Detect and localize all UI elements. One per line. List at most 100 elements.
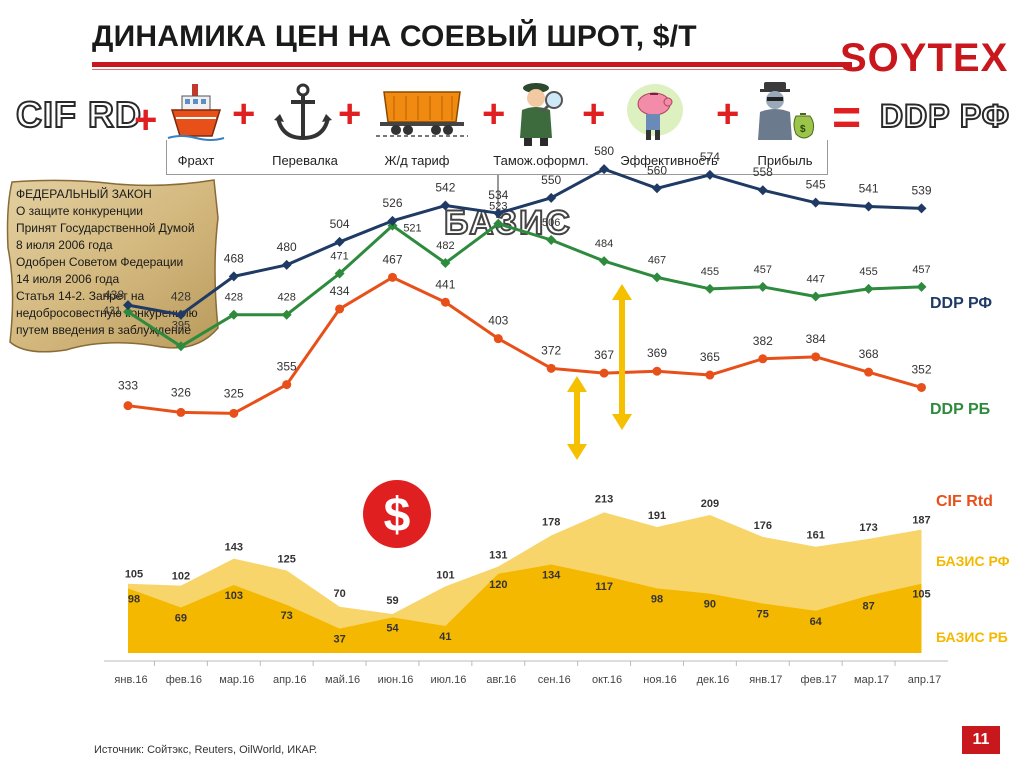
- law-line: 8 июля 2006 года: [16, 238, 113, 252]
- data-label-ddp-рф: 541: [859, 181, 879, 195]
- x-tick-label: ноя.16: [643, 674, 676, 686]
- title-underline: [92, 62, 852, 67]
- data-label-ddp-рф: 468: [224, 251, 244, 265]
- series-line-cif-rtd: [127, 275, 922, 415]
- data-label-basis-rb: 73: [281, 610, 293, 622]
- data-label-cif-rtd: 403: [488, 314, 508, 328]
- law-line: ФЕДЕРАЛЬНЫЙ ЗАКОН: [16, 187, 152, 201]
- equals-sign: =: [832, 89, 862, 145]
- data-point: [811, 352, 821, 362]
- data-label-basis-rb: 98: [651, 593, 663, 605]
- data-label-ddp-рб: 484: [595, 238, 613, 250]
- data-label-basis-rb: 69: [175, 612, 187, 624]
- data-point: [546, 363, 556, 373]
- data-point: [863, 201, 874, 212]
- railcar-icon: [376, 86, 468, 143]
- plus-sign: +: [582, 92, 606, 136]
- data-point: [864, 367, 874, 377]
- data-label-basis-rb: 134: [542, 570, 561, 582]
- data-point: [917, 382, 926, 392]
- data-point: [863, 283, 874, 294]
- law-line: Статья 14-2. Запрет на: [16, 289, 145, 303]
- x-tick-label: мар.16: [219, 674, 254, 686]
- data-label-basis-rb: 90: [704, 599, 716, 611]
- data-point: [810, 197, 821, 208]
- data-label-ddp-рб: 431: [103, 305, 121, 317]
- data-point: [493, 208, 504, 219]
- component-label-freight: Фрахт: [177, 153, 215, 168]
- data-label-basis-rf: 101: [436, 569, 454, 581]
- data-point: [757, 281, 768, 292]
- data-point: [652, 272, 662, 283]
- data-label-basis-rf: 102: [172, 571, 190, 583]
- legend-basis-rb: БАЗИС РБ: [936, 629, 1008, 645]
- data-point: [123, 300, 133, 311]
- data-point: [652, 183, 662, 194]
- legend-cif-rtd: CIF Rtd: [936, 493, 993, 510]
- plus-sign: +: [482, 92, 506, 136]
- data-point: [440, 297, 450, 307]
- law-line: О защите конкуренции: [16, 204, 143, 218]
- data-label-ddp-рф: 558: [753, 165, 773, 179]
- data-label-basis-rb: 98: [128, 593, 140, 605]
- data-label-basis-rb: 105: [912, 589, 930, 601]
- source-note: Источник: Сойтэкс, Reuters, OilWorld, ИК…: [94, 744, 318, 756]
- money-bag-icon: $: [750, 76, 820, 153]
- data-label-ddp-рф: 504: [330, 217, 350, 231]
- data-point: [493, 334, 503, 344]
- data-label-basis-rb: 87: [862, 601, 874, 613]
- x-tick-label: фев.17: [801, 674, 837, 686]
- data-point: [335, 304, 345, 314]
- x-tick-label: апр.16: [273, 674, 306, 686]
- data-label-cif-rtd: 326: [171, 385, 191, 399]
- data-label-basis-rf: 143: [225, 542, 243, 554]
- data-label-basis-rf: 213: [595, 493, 613, 505]
- spread-arrow-rf-head-down: [612, 414, 632, 430]
- data-label-ddp-рб: 447: [807, 274, 825, 286]
- law-scroll: [6, 179, 219, 353]
- data-label-ddp-рб: 521: [403, 223, 421, 235]
- x-tick-label: янв.16: [114, 674, 147, 686]
- data-label-basis-rb: 41: [439, 631, 451, 643]
- bracket-stem: [497, 174, 499, 206]
- plus-sign: +: [232, 92, 256, 136]
- data-label-basis-rf: 191: [648, 510, 666, 522]
- law-line: Принят Государственной Думой: [16, 221, 195, 235]
- data-point: [387, 215, 398, 226]
- data-label-basis-rf: 125: [278, 554, 296, 566]
- x-tick-label: май.16: [325, 674, 360, 686]
- spread-arrow-rb-head-down: [567, 444, 587, 460]
- anchor-icon: [272, 82, 334, 149]
- x-tick-label: фев.16: [166, 674, 202, 686]
- legend-ddp-rf: DDP РФ: [930, 295, 992, 312]
- data-point: [757, 185, 768, 196]
- x-tick-label: окт.16: [592, 674, 622, 686]
- data-point: [916, 281, 927, 292]
- data-point: [652, 366, 662, 376]
- series-line-ddp-рб: [127, 222, 922, 348]
- data-label-cif-rtd: 369: [647, 346, 667, 360]
- data-point: [334, 268, 345, 279]
- svg-text:$: $: [800, 124, 806, 135]
- data-label-ddp-рф: 534: [488, 188, 508, 202]
- data-point: [810, 291, 821, 302]
- brand-logo: SOYTEX: [840, 36, 1009, 80]
- spread-arrow-rb-head-up: [567, 376, 587, 392]
- data-point: [334, 236, 345, 247]
- x-tick-label: дек.16: [697, 674, 730, 686]
- series-line-ddp-рф: [127, 167, 922, 317]
- component-label-efficiency: Эффективность: [620, 153, 718, 168]
- data-point: [388, 272, 397, 282]
- dollar-icon-glyph: $: [384, 489, 411, 542]
- data-point: [599, 256, 610, 267]
- piggy-bank-icon: [624, 80, 686, 149]
- data-label-ddp-рб: 482: [436, 240, 454, 252]
- data-label-cif-rtd: 367: [594, 348, 614, 362]
- data-label-ddp-рф: 542: [435, 181, 455, 195]
- x-tick-label: апр.17: [908, 674, 941, 686]
- plus-sign: +: [716, 92, 740, 136]
- page-number: 11: [962, 726, 1000, 754]
- spread-arrow-rf-head-up: [612, 284, 632, 300]
- formula-right-term: DDP РФ: [879, 97, 1011, 135]
